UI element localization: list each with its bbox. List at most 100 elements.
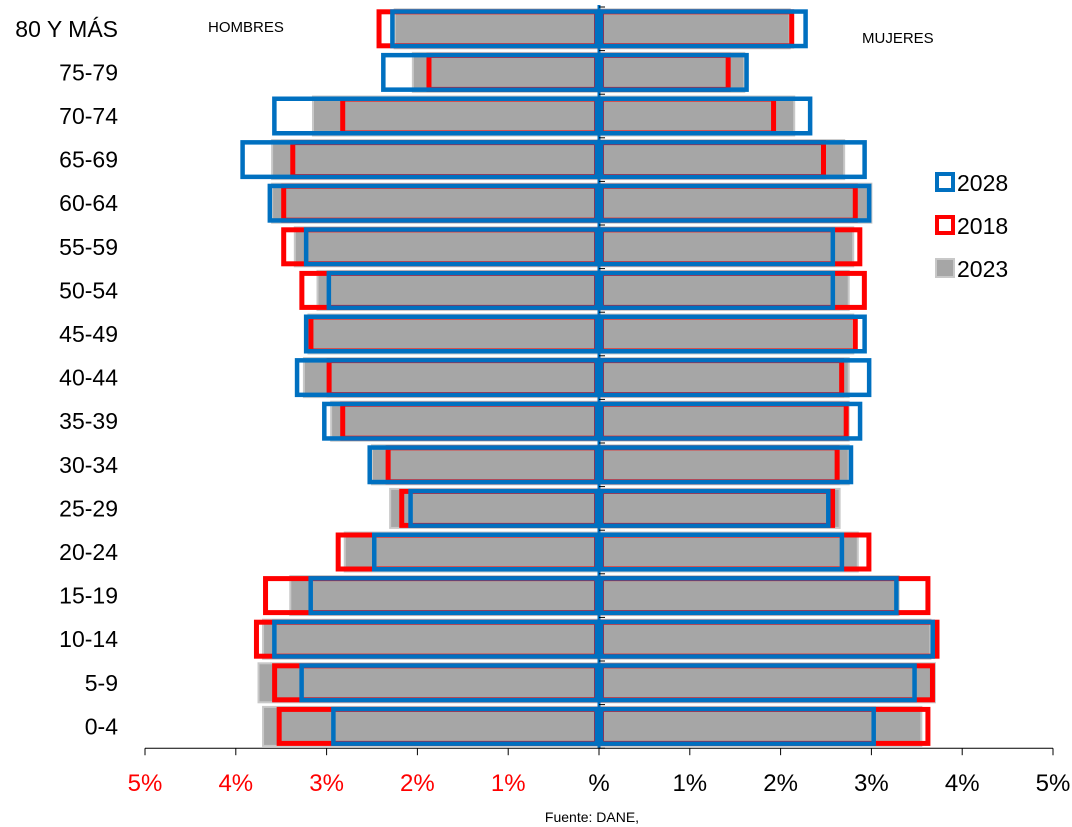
bar-2028-women-15-19 [599,576,899,616]
bar-2023-men-80 Y MÁS [393,8,601,50]
legend-swatch [935,215,955,235]
bar-2023-women-25-29 [598,487,841,529]
bar-2028-women-35-39 [599,401,863,441]
bar-2023-women-5-9 [598,662,936,704]
bar-2028-women-50-54 [599,270,836,310]
legend-label: 2028 [957,170,1008,196]
bar-2028-men-10-14 [272,619,599,659]
category-label: 0-4 [85,713,118,739]
bar-2028-women-0-4 [599,706,876,746]
legend-label: 2018 [957,213,1008,239]
category-label: 45-49 [59,321,118,347]
category-label: 5-9 [85,670,118,696]
bar-2023-men-65-69 [271,139,600,181]
bar-2028-men-80 Y MÁS [390,9,599,49]
axes-layer [144,5,1054,756]
bar-2028-women-5-9 [599,663,917,703]
series-2028 [240,9,935,746]
left-side-label: HOMBRES [208,19,284,36]
x-tick-label: % [588,770,609,797]
bar-2023-women-70-74 [598,95,796,137]
x-tick-label: 4% [218,770,253,797]
bar-2028-men-20-24 [372,532,599,572]
bar-2023-women-20-24 [598,531,859,573]
bar-2023-women-75-79 [598,51,746,93]
bar-2028-men-5-9 [299,663,599,703]
bar-2023-women-10-14 [598,618,932,660]
category-label: 20-24 [59,539,118,565]
x-tick-label: 1% [491,770,526,797]
bar-2023-men-45-49 [307,313,600,355]
bar-2023-men-60-64 [271,182,600,224]
bar-2028-women-45-49 [599,314,867,354]
bar-2023-men-40-44 [302,357,600,399]
category-label: 75-79 [59,59,118,85]
bar-2023-women-80 Y MÁS [598,8,791,50]
x-tick-label: 3% [854,770,889,797]
x-tick-label: 4% [945,770,980,797]
category-label: 35-39 [59,408,118,434]
bar-2028-men-50-54 [326,270,599,310]
bar-2023-women-65-69 [598,139,846,181]
bar-2028-women-75-79 [599,52,749,92]
category-label: 40-44 [59,365,118,391]
bar-2023-women-35-39 [598,400,850,442]
legend-item-2023: 2023 [935,256,1008,282]
bar-2028-women-10-14 [599,619,935,659]
category-label: 70-74 [59,103,118,129]
category-label: 60-64 [59,190,118,216]
bar-2028-men-65-69 [240,140,599,180]
bar-2023-men-5-9 [257,662,600,704]
series-2023 [257,8,936,747]
bar-2023-men-75-79 [411,51,600,93]
bar-2028-men-35-39 [322,401,599,441]
bar-2028-men-30-34 [367,445,599,485]
category-label: 55-59 [59,234,118,260]
bar-2023-women-15-19 [598,575,900,617]
bar-2023-women-55-59 [598,226,855,268]
x-tick-label: 2% [400,770,435,797]
legend-swatch [935,258,955,278]
bar-2023-women-30-34 [598,444,850,486]
bar-2028-women-20-24 [599,532,845,572]
bar-2023-men-70-74 [311,95,600,137]
right-side-label: MUJERES [862,30,934,47]
category-label: 50-54 [59,277,118,303]
bar-2023-men-55-59 [293,226,600,268]
bar-2028-women-80 Y MÁS [599,9,808,49]
legend-item-2028: 2028 [935,170,1008,196]
bar-2028-women-55-59 [599,227,836,267]
bar-2028-men-75-79 [381,52,599,92]
legend-swatch [935,172,955,192]
bar-2028-women-40-44 [599,358,872,398]
bars-layer [240,8,940,747]
bar-2023-women-60-64 [598,182,873,224]
bar-2028-women-60-64 [599,183,872,223]
category-label: 25-29 [59,495,118,521]
bar-2023-men-50-54 [316,269,600,311]
bar-2028-men-70-74 [272,96,599,136]
category-label: 30-34 [59,452,118,478]
bar-2028-women-65-69 [599,140,867,180]
source-note: Fuente: DANE, [545,809,639,825]
bar-2023-men-10-14 [262,618,600,660]
category-label: 65-69 [59,147,118,173]
category-label: 10-14 [59,626,118,652]
x-tick-label: 1% [672,770,707,797]
category-label: 80 Y MÁS [15,16,118,42]
bar-2023-women-45-49 [598,313,855,355]
bar-2028-women-70-74 [599,96,813,136]
x-tick-label: 2% [763,770,798,797]
bar-2028-men-0-4 [331,706,599,746]
legend: 2028 2018 2023 [935,170,1008,282]
bar-2028-men-45-49 [303,314,599,354]
x-tick-label: 5% [1036,770,1071,797]
bar-2028-men-25-29 [408,488,599,528]
legend-label: 2023 [957,256,1008,282]
bar-2028-men-55-59 [303,227,599,267]
bar-2023-men-15-19 [289,575,600,617]
category-label: 15-19 [59,583,118,609]
x-tick-label: 3% [309,770,344,797]
bar-2028-men-60-64 [267,183,599,223]
